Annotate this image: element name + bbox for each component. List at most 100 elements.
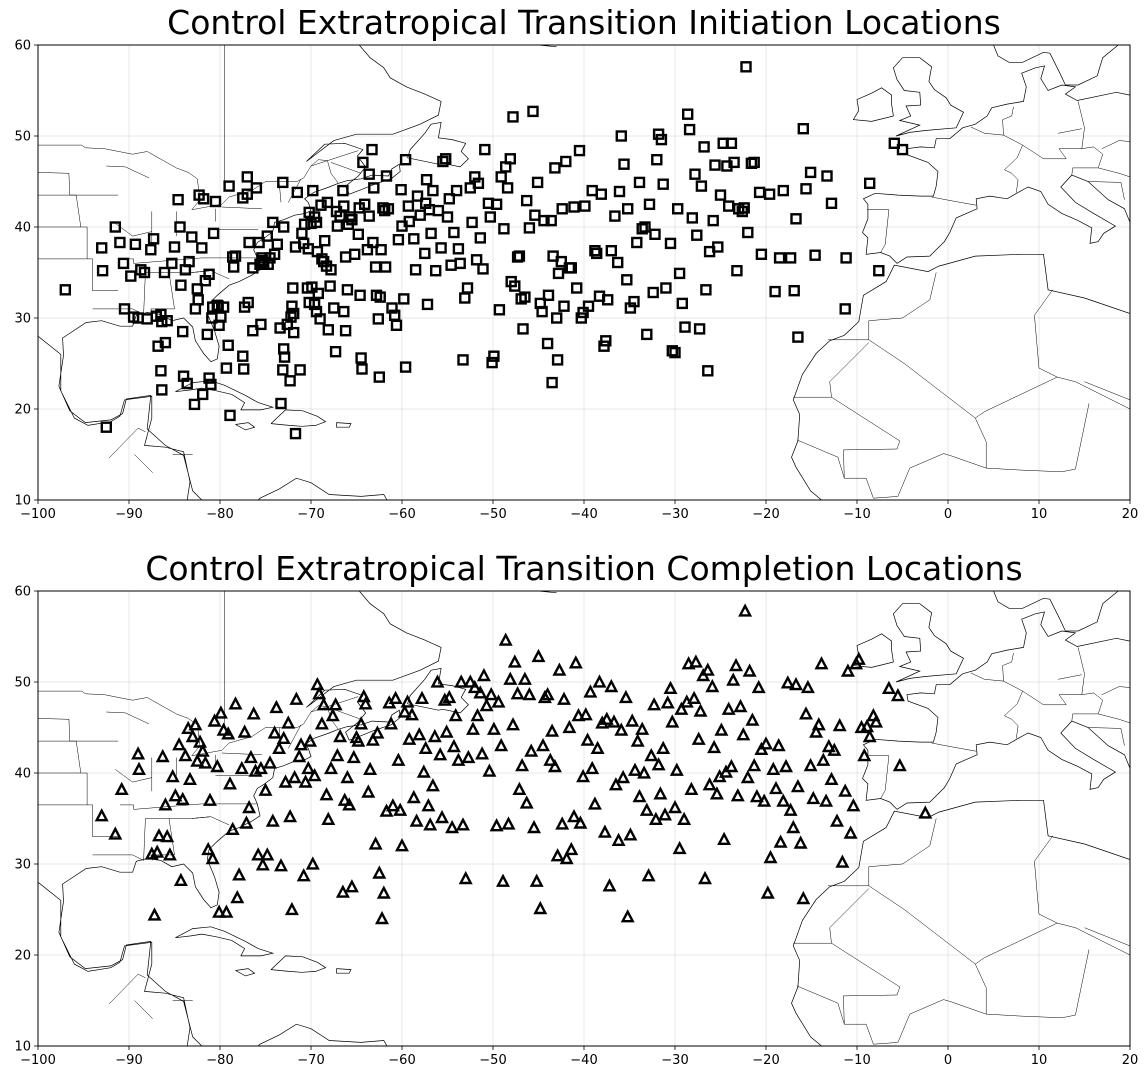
initiation-point bbox=[325, 264, 337, 276]
longitude-axis: −100 −90 −80 −70 −60 −50 −40 −30 −20 −10 0 10 20 bbox=[20, 1046, 1138, 1068]
initiation-point bbox=[529, 209, 541, 221]
completion-point bbox=[294, 737, 308, 751]
country-border bbox=[868, 339, 1130, 419]
initiation-point bbox=[565, 262, 577, 274]
initiation-point bbox=[349, 248, 361, 261]
country-border bbox=[1034, 289, 1053, 316]
initiation-point bbox=[809, 249, 821, 261]
completion-point bbox=[147, 907, 162, 921]
completion-point bbox=[736, 727, 751, 741]
initiation-point bbox=[517, 323, 529, 335]
completion-point bbox=[668, 799, 682, 814]
initiation-point bbox=[109, 221, 122, 233]
completion-point bbox=[435, 809, 449, 824]
initiation-point bbox=[549, 162, 561, 174]
completion-point bbox=[470, 708, 485, 722]
country-border bbox=[143, 272, 146, 315]
completion-point bbox=[463, 674, 478, 688]
x-tick-label: −100 bbox=[20, 1053, 56, 1068]
initiation-point bbox=[461, 282, 474, 294]
completion-point bbox=[94, 808, 109, 822]
initiation-point bbox=[306, 281, 318, 293]
initiation-point bbox=[324, 280, 336, 292]
completion-point bbox=[773, 834, 788, 848]
y-tick-label: 10 bbox=[14, 494, 31, 509]
completion-point bbox=[843, 825, 858, 839]
x-tick-label: −50 bbox=[479, 507, 506, 522]
initiation-point bbox=[189, 303, 202, 315]
completion-point bbox=[635, 721, 650, 735]
country-border bbox=[970, 126, 1023, 193]
initiation-point bbox=[247, 325, 259, 337]
x-tick-label: −70 bbox=[297, 507, 324, 522]
initiation-point bbox=[888, 137, 900, 150]
initiation-point bbox=[284, 375, 296, 387]
y-tick-label: 40 bbox=[14, 221, 31, 236]
completion-point bbox=[604, 678, 619, 693]
initiation-point bbox=[748, 156, 760, 169]
completion-point bbox=[225, 821, 240, 835]
coastline bbox=[257, 1023, 388, 1046]
completion-point bbox=[688, 654, 703, 668]
x-tick-label: −90 bbox=[115, 507, 142, 522]
country-border bbox=[38, 804, 93, 837]
initiation-point bbox=[568, 201, 580, 213]
completion-point bbox=[529, 873, 544, 887]
completion-point bbox=[265, 813, 280, 827]
completion-markers bbox=[94, 603, 933, 925]
completion-point bbox=[425, 778, 440, 792]
completion-point bbox=[421, 798, 436, 812]
completion-point bbox=[721, 701, 736, 715]
completion-point bbox=[466, 721, 480, 735]
completion-point bbox=[486, 721, 501, 735]
completion-point bbox=[714, 722, 729, 736]
initiation-point bbox=[873, 265, 885, 277]
completion-point bbox=[230, 890, 245, 904]
completion-point bbox=[243, 749, 258, 764]
completion-point bbox=[890, 688, 905, 702]
initiation-point bbox=[679, 321, 691, 333]
completion-point bbox=[489, 818, 504, 832]
completion-point bbox=[740, 769, 755, 784]
panel-title-completion: Control Extratropical Transition Complet… bbox=[145, 549, 1023, 588]
country-border bbox=[1077, 647, 1085, 695]
initiation-point bbox=[363, 168, 375, 180]
completion-point bbox=[585, 760, 600, 775]
completion-point bbox=[510, 686, 525, 700]
completion-point bbox=[272, 740, 287, 755]
completion-point bbox=[185, 728, 200, 743]
initiation-point bbox=[714, 189, 727, 201]
completion-point bbox=[433, 747, 448, 761]
initiation-point bbox=[308, 298, 321, 311]
completion-point bbox=[660, 695, 675, 709]
initiation-point bbox=[472, 177, 485, 190]
initiation-point bbox=[255, 318, 267, 331]
initiation-point bbox=[430, 265, 442, 277]
initiation-point bbox=[459, 292, 471, 304]
initiation-point bbox=[445, 259, 457, 271]
initiation-point bbox=[636, 223, 648, 235]
initiation-point bbox=[380, 170, 393, 182]
completion-point bbox=[321, 811, 336, 825]
completion-point bbox=[307, 768, 322, 782]
initiation-point bbox=[723, 200, 735, 212]
completion-point bbox=[705, 678, 720, 693]
initiation-point bbox=[777, 184, 789, 197]
country-border bbox=[38, 226, 88, 259]
completion-point bbox=[484, 687, 499, 701]
country-border bbox=[38, 258, 93, 291]
initiation-point bbox=[207, 227, 220, 240]
completion-point bbox=[397, 704, 412, 718]
completion-point bbox=[568, 655, 583, 669]
initiation-point bbox=[612, 256, 624, 269]
initiation-point bbox=[693, 323, 706, 335]
completion-point bbox=[647, 697, 662, 711]
coastline bbox=[862, 611, 1130, 810]
initiation-point bbox=[466, 216, 478, 229]
completion-point bbox=[361, 784, 376, 798]
initiation-point bbox=[686, 212, 698, 224]
initiation-point bbox=[790, 213, 802, 225]
country-border bbox=[134, 454, 153, 473]
initiation-point bbox=[740, 61, 752, 73]
initiation-point bbox=[470, 254, 483, 266]
